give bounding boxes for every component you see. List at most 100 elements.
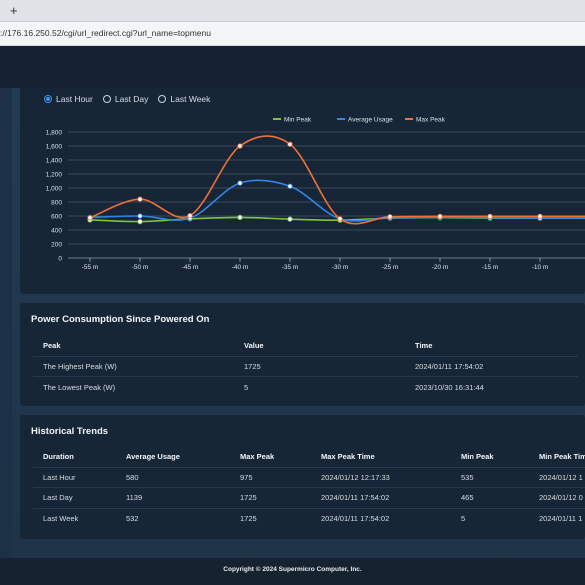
y-tick-label: 200 [51, 242, 62, 249]
data-point [337, 216, 343, 222]
x-tick-label: -25 m [382, 264, 399, 271]
column-header: Time [415, 341, 433, 351]
table-cell: The Highest Peak (W) [33, 355, 234, 377]
data-point [237, 180, 243, 186]
x-tick-label: -50 m [132, 264, 149, 271]
data-point [487, 213, 493, 219]
table-cell: 975 [230, 466, 311, 488]
table-header-row: Duration Average Usage Max Peak Max Peak… [33, 447, 585, 467]
x-tick-label: -45 m [182, 264, 199, 271]
column-header: Average Usage [126, 452, 180, 462]
historical-trends-table: Duration Average Usage Max Peak Max Peak… [33, 447, 585, 529]
data-point [237, 214, 243, 220]
data-point [537, 213, 543, 219]
table-cell: Last Hour [33, 466, 116, 488]
page-footer: Copyright © 2024 Supermicro Computer, In… [0, 558, 585, 585]
table-row: The Lowest Peak (W) 5 2023/10/30 16:31:4… [33, 376, 578, 397]
y-tick-label: 800 [51, 200, 62, 207]
table-cell: 2024/01/12 1 [529, 466, 585, 488]
data-point [137, 213, 143, 219]
x-tick-label: -10 m [532, 264, 549, 271]
table-cell: 535 [451, 466, 529, 488]
legend-label: Average Usage [348, 117, 393, 124]
data-point [137, 196, 143, 202]
table-row: Last Week 532 1725 2024/01/11 17:54:02 5… [33, 507, 585, 529]
power-line-chart: 0 200 400 600 800 1,000 1,200 1,400 1,600 1,800 -5… [46, 117, 585, 271]
y-tick-label: 400 [51, 228, 62, 235]
address-bar[interactable]: ://176.16.250.52/cgi/url_redirect.cgi?ur… [0, 22, 585, 46]
y-tick-label: 600 [51, 214, 62, 221]
data-point [137, 219, 143, 225]
radio-last-hour[interactable]: Last Hour [44, 94, 93, 104]
table-cell: 2024/01/11 17:54:02 [311, 487, 451, 508]
radio-unselected-icon[interactable] [102, 95, 111, 103]
table-row: The Highest Peak (W) 1725 2024/01/11 17:… [33, 355, 578, 377]
column-header: Min Peak Time [539, 452, 585, 462]
radio-unselected-icon[interactable] [158, 95, 167, 103]
table-cell: 2024/01/11 17:54:02 [405, 355, 578, 377]
table-cell: 1725 [234, 355, 405, 377]
data-point [437, 213, 443, 219]
table-row: Last Hour 580 975 2024/01/12 12:17:33 53… [33, 466, 585, 488]
data-point [287, 216, 293, 222]
table-cell: 5 [234, 376, 405, 397]
x-tick-label: -15 m [482, 264, 499, 271]
x-tick-label: -35 m [282, 264, 299, 271]
table-cell: 1139 [116, 487, 230, 508]
table-cell: Last Day [33, 487, 116, 508]
power-chart-card: Last Hour Last Day Last Week 0 200 400 600 8… [20, 88, 585, 294]
column-header: Max Peak Time [321, 452, 375, 462]
table-cell: 2023/10/30 16:31:44 [405, 376, 578, 397]
copyright-text: Copyright © 2024 Supermicro Computer, In… [223, 566, 362, 573]
historical-trends-title: Historical Trends [31, 426, 109, 437]
y-tick-label: 1,200 [46, 172, 63, 179]
table-header-row: Peak Value Time [33, 336, 578, 356]
url-text[interactable]: ://176.16.250.52/cgi/url_redirect.cgi?ur… [0, 28, 211, 38]
series-line [89, 179, 585, 222]
radio-last-week[interactable]: Last Week [158, 94, 210, 104]
table-cell: 580 [116, 466, 230, 488]
x-tick-label: -40 m [232, 264, 249, 271]
x-tick-label: -20 m [432, 264, 449, 271]
data-point [87, 215, 93, 221]
data-point [287, 141, 293, 147]
legend-label: Min Peak [284, 117, 312, 124]
x-tick-label: -30 m [332, 264, 349, 271]
radio-label: Last Week [170, 94, 211, 104]
new-tab-button[interactable]: + [10, 3, 18, 18]
power-consumption-card: Power Consumption Since Powered On Peak … [20, 303, 585, 406]
y-tick-label: 1,400 [46, 158, 63, 165]
historical-trends-card: Historical Trends Duration Average Usage… [20, 415, 585, 539]
table-cell: 2024/01/12 12:17:33 [311, 466, 451, 488]
power-consumption-table: Peak Value Time The Highest Peak (W) 172… [33, 336, 578, 397]
table-cell: 2024/01/11 1 [529, 507, 585, 529]
table-cell: 2024/01/11 17:54:02 [311, 507, 451, 529]
sidebar-edge [0, 88, 12, 558]
app-top-menu [0, 46, 585, 88]
table-cell: 2024/01/12 0 [529, 487, 585, 508]
table-row: Last Day 1139 1725 2024/01/11 17:54:02 4… [33, 487, 585, 508]
column-header: Value [244, 341, 264, 351]
table-cell: 532 [116, 507, 230, 529]
y-tick-label: 0 [58, 256, 62, 263]
table-cell: 465 [451, 487, 529, 508]
data-point [387, 214, 393, 220]
table-cell: Last Week [33, 507, 116, 529]
table-cell: 1725 [230, 507, 311, 529]
browser-tab-bar: + [0, 0, 585, 22]
y-tick-label: 1,600 [46, 144, 63, 151]
legend-label: Max Peak [416, 117, 446, 124]
column-header: Min Peak [461, 452, 494, 462]
data-point [187, 213, 193, 219]
radio-last-day[interactable]: Last Day [102, 94, 149, 104]
series-line [89, 135, 585, 225]
table-cell: The Lowest Peak (W) [33, 376, 234, 397]
radio-selected-icon[interactable] [44, 95, 52, 103]
column-header: Max Peak [240, 452, 275, 462]
column-header: Peak [43, 341, 61, 351]
radio-label: Last Hour [56, 94, 93, 104]
y-tick-label: 1,000 [46, 186, 63, 193]
radio-label: Last Day [114, 94, 149, 104]
x-tick-label: -55 m [82, 264, 99, 271]
table-cell: 5 [451, 507, 529, 529]
